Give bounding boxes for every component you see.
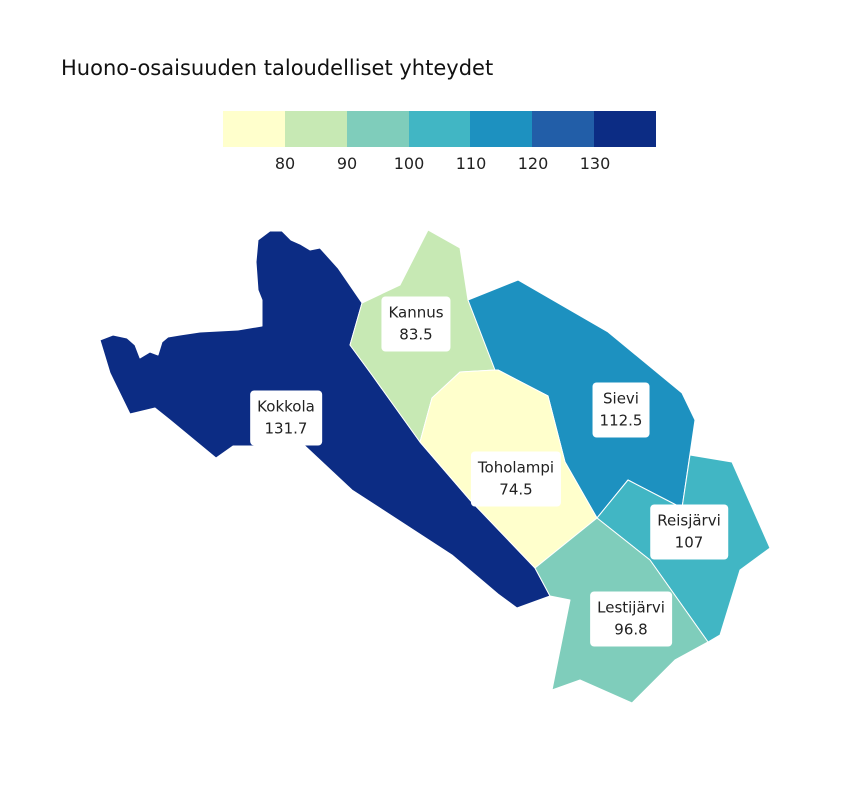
region-name: Sievi (603, 389, 639, 408)
legend-swatch-3 (346, 111, 409, 147)
label-kannus: Kannus 83.5 (381, 296, 451, 352)
label-lestijarvi: Lestijärvi 96.8 (590, 591, 672, 647)
legend-swatch-7 (594, 111, 657, 147)
region-value: 131.7 (264, 419, 308, 438)
label-reisjarvi: Reisjärvi 107 (650, 504, 728, 560)
map-title: Huono-osaisuuden taloudelliset yhteydet (61, 56, 494, 80)
region-kokkola[interactable] (99, 230, 551, 609)
region-value: 74.5 (499, 480, 533, 499)
region-name: Reisjärvi (657, 511, 721, 530)
legend-tick: 120 (517, 154, 549, 173)
region-name: Lestijärvi (597, 598, 665, 617)
region-name: Kannus (388, 303, 444, 322)
legend-swatch-2 (284, 111, 347, 147)
legend-ticks: 80 90 100 110 120 130 (0, 154, 864, 178)
legend-swatch-1 (223, 111, 285, 147)
region-value: 112.5 (599, 411, 643, 430)
legend-tick: 100 (393, 154, 425, 173)
region-value: 83.5 (399, 325, 433, 344)
region-value: 107 (674, 533, 704, 552)
legend-swatch-5 (470, 111, 533, 147)
label-kokkola: Kokkola 131.7 (250, 390, 322, 446)
label-sievi: Sievi 112.5 (592, 382, 650, 438)
region-value: 96.8 (614, 620, 648, 639)
legend-tick: 90 (336, 154, 358, 173)
region-name: Kokkola (257, 397, 315, 416)
label-toholampi: Toholampi 74.5 (470, 451, 562, 507)
region-name: Toholampi (477, 458, 555, 477)
legend-swatch-6 (532, 111, 595, 147)
legend-swatch-4 (408, 111, 471, 147)
legend-tick: 110 (455, 154, 487, 173)
color-legend (223, 111, 657, 147)
legend-tick: 130 (579, 154, 611, 173)
legend-tick: 80 (274, 154, 296, 173)
